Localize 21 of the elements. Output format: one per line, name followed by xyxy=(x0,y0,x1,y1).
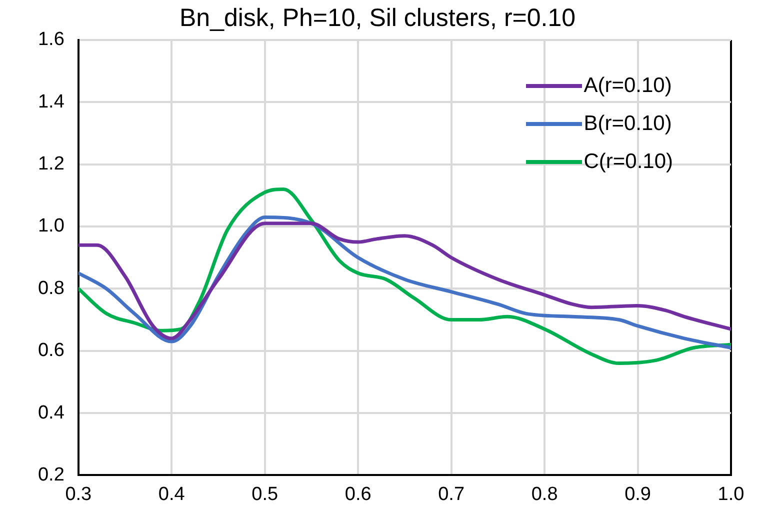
y-tick-label: 0.2 xyxy=(38,464,64,486)
x-tick-label: 0.4 xyxy=(158,484,186,505)
x-tick-label: 0.9 xyxy=(624,484,651,505)
legend-label: B(r=0.10) xyxy=(584,112,672,136)
y-tick-label: 1.6 xyxy=(38,29,64,50)
y-tick-label: 0.6 xyxy=(38,340,64,362)
y-tick-label: 1.4 xyxy=(38,91,65,112)
x-tick-label: 0.8 xyxy=(531,484,558,505)
line-series xyxy=(78,187,731,366)
y-tick-label: 1.0 xyxy=(38,216,64,237)
legend-label: C(r=0.10) xyxy=(584,150,673,174)
y-tick-label: 0.8 xyxy=(38,278,64,299)
x-tick-label: 0.6 xyxy=(344,484,372,505)
chart-title: Bn_disk, Ph=10, Sil clusters, r=0.10 xyxy=(179,4,576,32)
x-tick-label: 0.7 xyxy=(438,484,465,505)
legend-label: A(r=0.10) xyxy=(584,74,672,98)
x-tick-label: 0.5 xyxy=(252,484,278,505)
x-tick-label: 0.3 xyxy=(65,484,92,505)
x-tick-label: 1.0 xyxy=(718,484,744,505)
y-tick-label: 1.2 xyxy=(38,154,64,175)
y-tick-label: 0.4 xyxy=(38,402,65,424)
